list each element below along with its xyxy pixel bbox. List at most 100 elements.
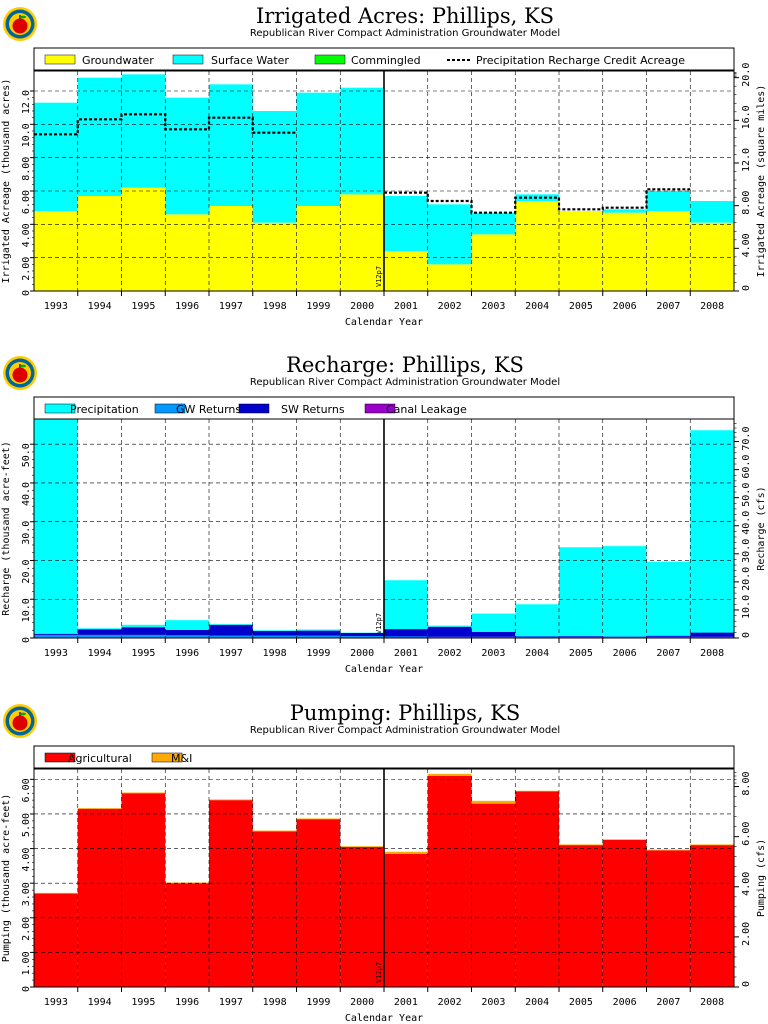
bar-groundwater-2002	[427, 264, 472, 291]
x-tick-label: 2002	[438, 997, 462, 1008]
bar-agricultural-2002	[427, 775, 472, 987]
bar-agricultural-2008	[690, 845, 734, 987]
bar-sw-returns-2001	[384, 629, 428, 637]
y-tick-label: 10.0	[21, 598, 32, 622]
bar-sw-returns-2000	[340, 632, 384, 637]
y2-tick-label: 40.0	[741, 511, 752, 535]
bar-gw-returns-2008	[690, 636, 734, 638]
x-tick-label: 1998	[263, 301, 287, 312]
y-tick-label: 6.00	[21, 190, 32, 214]
bar-groundwater-1994	[77, 196, 122, 291]
bar-sw-returns-2003	[471, 631, 516, 637]
x-tick-label: 2001	[394, 997, 418, 1008]
bar-sw-returns-1993	[34, 633, 78, 635]
y-tick-label: 1.00	[21, 951, 32, 975]
legend-swatch-groundwater	[44, 54, 76, 65]
bar-groundwater-1997	[209, 206, 253, 291]
bar-groundwater-2004	[515, 201, 559, 291]
x-tick-label: 2001	[394, 648, 418, 659]
legend-label: Precipitation Recharge Credit Acreage	[476, 54, 685, 67]
x-axis-label: Calendar Year	[345, 317, 423, 328]
chart-subtitle: Republican River Compact Administration …	[250, 725, 560, 736]
model-marker-label: V12p7	[375, 613, 383, 634]
bar-agricultural-2000	[340, 846, 384, 987]
bar-agricultural-2004	[515, 791, 559, 987]
x-tick-label: 2006	[613, 301, 637, 312]
x-tick-label: 2005	[569, 648, 593, 659]
x-tick-label: 2006	[613, 648, 637, 659]
bar-agricultural-2005	[559, 845, 603, 987]
bar-groundwater-2003	[471, 234, 516, 291]
y-tick-label: 50.0	[21, 443, 32, 467]
x-tick-label: 2007	[656, 301, 680, 312]
bar-agricultural-1993	[34, 893, 78, 987]
line-precip-recharge-credit-acreage	[34, 113, 691, 214]
legend-label: M&I	[171, 752, 192, 765]
bar-precipitation-2005	[559, 547, 603, 637]
bar-precipitation-2001	[384, 580, 428, 630]
bar-precipitation-2002	[427, 625, 472, 627]
legend-label: Canal Leakage	[386, 403, 467, 416]
bar-precipitation-1996	[165, 620, 209, 630]
y2-tick-label: 6.00	[741, 822, 752, 846]
y2-tick-label: 20.0	[741, 567, 752, 591]
bar-groundwater-2000	[340, 194, 384, 291]
plot-frame	[33, 70, 735, 292]
bar-precipitation-1994	[77, 628, 122, 630]
y-tick-label: 40.0	[21, 482, 32, 506]
bar-m-i-2007	[646, 849, 691, 851]
bar-surface-water-2000	[340, 87, 384, 195]
legend-label: Precipitation	[70, 403, 139, 416]
bar-precipitation-1998	[252, 630, 297, 632]
bar-gw-returns-2003	[471, 636, 516, 638]
bar-surface-water-2003	[471, 212, 516, 235]
x-tick-label: 2008	[700, 648, 724, 659]
y-tick-label: 5.00	[21, 813, 32, 837]
bar-precipitation-1997	[209, 624, 253, 625]
y2-tick-label: 2.00	[741, 922, 752, 946]
chart-panel-1: Irrigated Acres: Phillips, KSRepublican …	[1, 4, 767, 328]
bar-agricultural-2006	[602, 839, 647, 987]
x-tick-label: 2004	[525, 997, 549, 1008]
bar-m-i-2000	[340, 846, 384, 847]
x-tick-label: 1993	[44, 997, 68, 1008]
y2-axis-label: Pumping (cfs)	[756, 839, 767, 917]
x-tick-label: 1997	[219, 997, 243, 1008]
x-tick-label: 2003	[481, 648, 505, 659]
y-tick-label: 0	[21, 290, 32, 296]
bar-sw-returns-1997	[209, 624, 253, 636]
x-tick-label: 2002	[438, 648, 462, 659]
y2-tick-label: 10.0	[741, 595, 752, 619]
y-tick-label: 10.0	[21, 123, 32, 147]
bar-precipitation-2008	[690, 430, 734, 633]
x-axis-label: Calendar Year	[345, 664, 423, 675]
bar-precipitation-2003	[471, 613, 516, 632]
y2-tick-label: 30.0	[741, 539, 752, 563]
rrca-logo-icon	[3, 7, 37, 41]
model-marker-label: V12p7	[375, 962, 383, 983]
bar-sw-returns-2008	[690, 632, 734, 637]
bar-agricultural-1996	[165, 883, 209, 987]
bar-m-i-1995	[121, 792, 166, 794]
y2-axis-label: Irrigated Acreage (square miles)	[756, 85, 767, 278]
plot-frame	[33, 768, 735, 988]
bar-sw-returns-1996	[165, 629, 209, 636]
y2-tick-label: 60.0	[741, 455, 752, 479]
y2-tick-label: 70.0	[741, 427, 752, 451]
bar-surface-water-2006	[602, 209, 647, 213]
bar-gw-returns-1994	[77, 634, 122, 638]
plot-frame	[33, 418, 735, 639]
x-tick-label: 1993	[44, 301, 68, 312]
x-tick-label: 1996	[175, 648, 199, 659]
legend-swatch-agricultural	[44, 752, 76, 763]
bar-sw-returns-2005	[559, 636, 603, 637]
bar-surface-water-2008	[690, 201, 734, 223]
x-tick-label: 2000	[350, 648, 374, 659]
bar-m-i-1997	[209, 799, 253, 801]
bar-agricultural-1995	[121, 793, 166, 987]
y-tick-label: 0	[21, 986, 32, 992]
y-tick-label: 2.00	[21, 257, 32, 281]
